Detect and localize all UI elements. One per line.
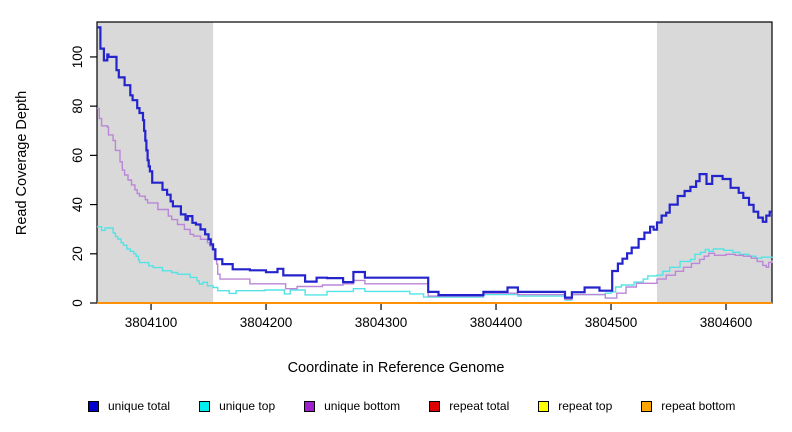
x-axis-title: Coordinate in Reference Genome [287,360,505,376]
legend-label: unique bottom [324,399,401,413]
y-tick-label: 100 [70,46,85,69]
x-tick-label: 3804600 [700,315,753,330]
legend-item-repeat-total: repeat total [429,399,509,413]
y-tick-label: 20 [70,246,85,261]
coverage-plot: 3804100 3804200 3804300 3804400 3804500 38046… [70,21,773,330]
x-tick-label: 3804300 [355,315,408,330]
y-tick-label: 0 [70,299,85,307]
y-tick-label: 80 [70,99,85,114]
legend-item-unique-top: unique top [199,399,275,413]
legend-swatch-icon [429,400,441,412]
legend-item-repeat-top: repeat top [538,399,612,413]
legend-label: repeat total [449,399,510,413]
shaded-region [97,22,214,303]
series-unique-top [97,226,773,301]
y-tick-label: 40 [70,197,85,212]
series-unique-bottom [97,107,773,300]
legend-label: unique total [108,399,171,413]
x-tick-label: 3804400 [470,315,523,330]
legend-item-unique-total: unique total [88,399,170,413]
y-tick-label: 60 [70,148,85,163]
x-tick-label: 3804500 [585,315,638,330]
series-unique-total [97,26,772,299]
x-tick-label: 3804100 [125,315,178,330]
legend-swatch-icon [199,400,211,412]
legend-label: repeat top [558,399,613,413]
shaded-region [657,22,772,303]
legend-swatch-icon [88,400,99,412]
legend-label: unique top [219,399,276,413]
legend-swatch-icon [538,400,550,412]
legend-swatch-icon [641,400,653,412]
legend-label: repeat bottom [661,399,736,413]
y-axis-title: Read Coverage Depth [14,90,30,236]
legend-item-unique-bottom: unique bottom [304,399,400,413]
legend-swatch-icon [304,400,316,412]
legend: unique total unique top unique bottom repea… [88,399,768,413]
legend-item-repeat-bottom: repeat bottom [641,399,735,413]
x-tick-label: 3804200 [240,315,293,330]
